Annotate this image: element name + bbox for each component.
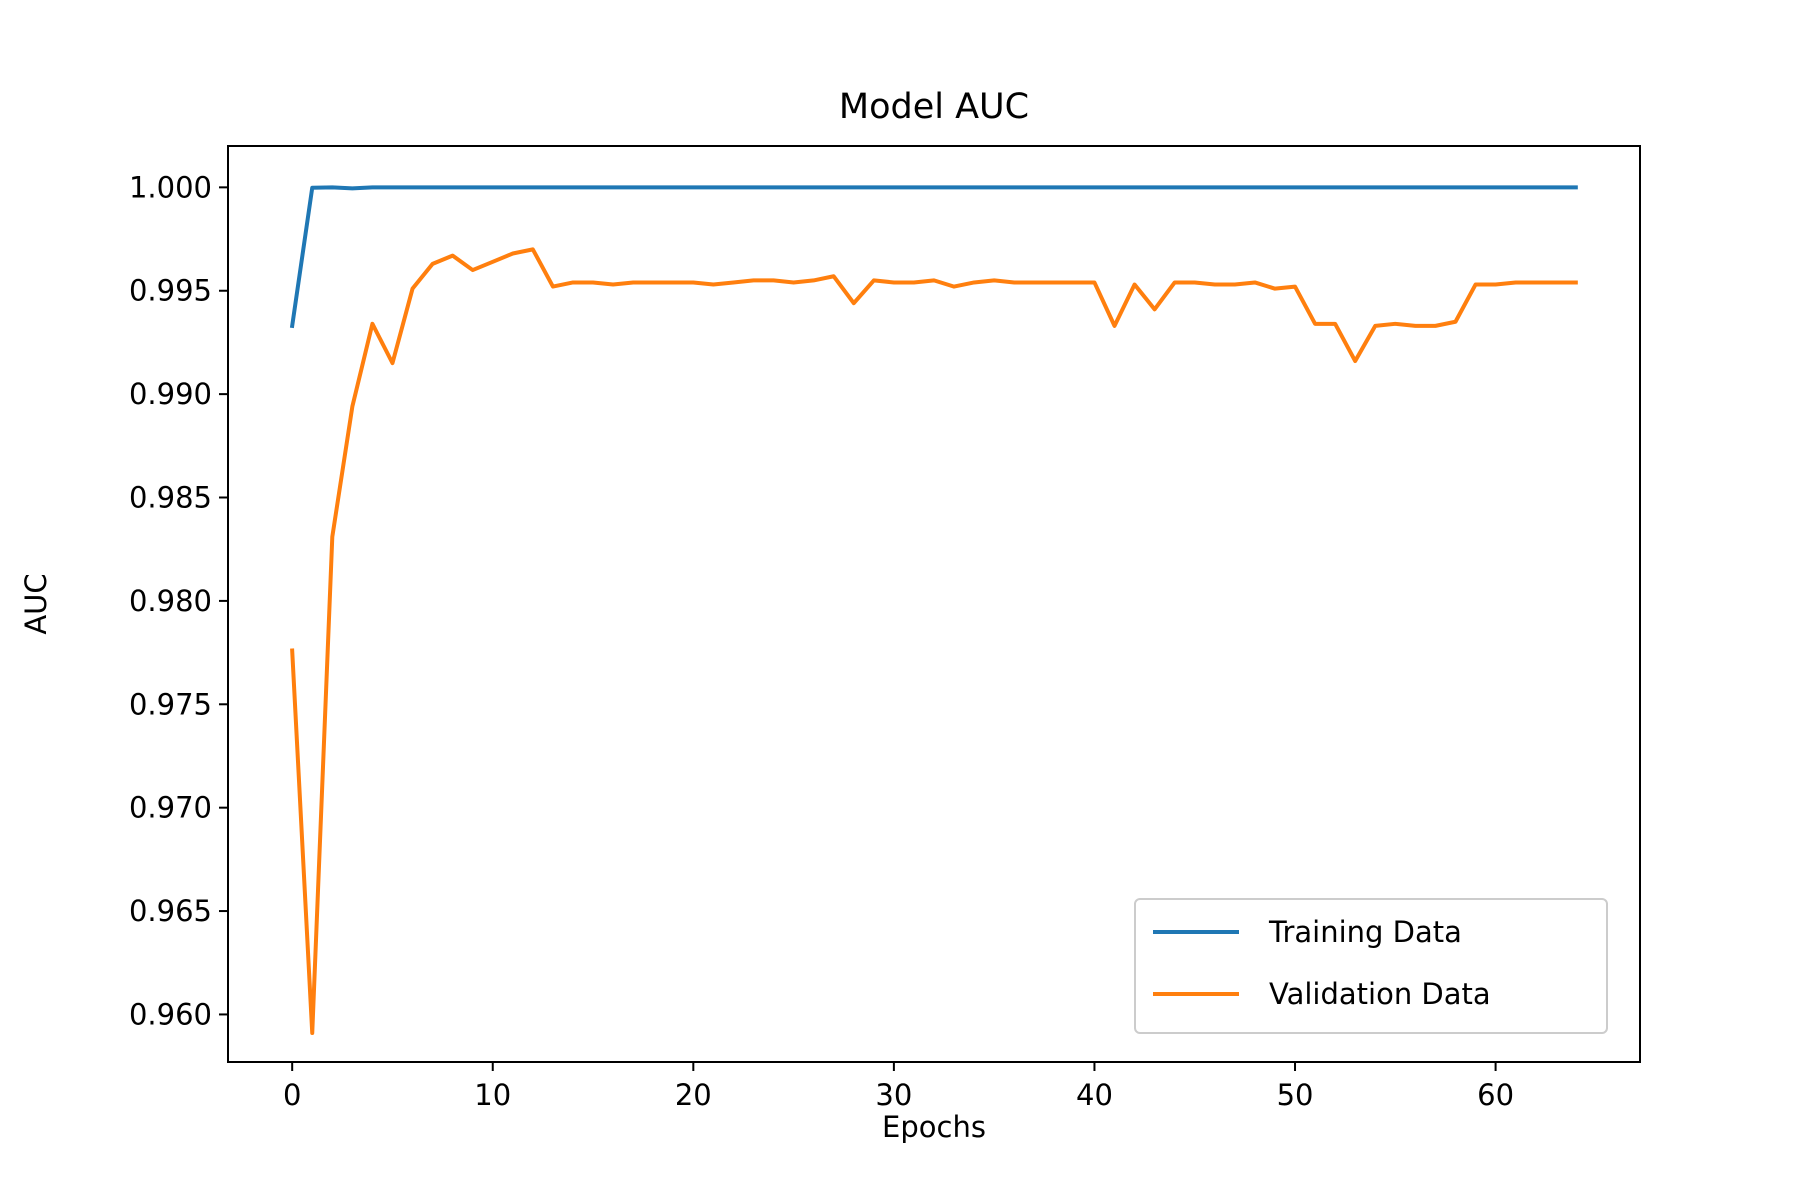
y-tick-label: 0.970 [129,791,212,825]
chart-title: Model AUC [839,87,1029,127]
y-axis-title: AUC [19,573,53,634]
legend: Training Data Validation Data [1134,898,1608,1034]
x-tick-label: 0 [283,1078,301,1112]
y-axis-ticks: 0.960 0.965 0.970 0.975 0.980 0.985 0.990 0.995… [129,170,228,1031]
y-tick-label: 0.995 [129,274,212,308]
x-tick-label: 20 [675,1078,712,1112]
y-tick-label: 0.985 [129,481,212,515]
series-line-validation [290,247,1578,1036]
x-tick-label: 30 [875,1078,912,1112]
y-tick-label: 0.960 [129,997,212,1031]
series-line-training [289,185,1578,329]
axes-frame [227,145,1641,1063]
x-tick-label: 50 [1277,1078,1314,1112]
y-tick-label: 0.980 [129,584,212,618]
legend-label-validation: Validation Data [1269,977,1491,1011]
x-tick-label: 60 [1477,1078,1514,1112]
y-tick-label: 1.000 [129,170,212,204]
plot-area [289,185,1578,1036]
x-axis-title: Epochs [882,1110,986,1144]
legend-box [1134,898,1608,1034]
legend-label-training: Training Data [1268,915,1462,949]
x-tick-label: 10 [474,1078,511,1112]
x-axis-ticks: 0 10 20 30 40 50 60 [283,1062,1514,1112]
x-tick-label: 40 [1076,1078,1113,1112]
y-tick-label: 0.990 [129,377,212,411]
y-tick-label: 0.965 [129,894,212,928]
y-tick-label: 0.975 [129,687,212,721]
